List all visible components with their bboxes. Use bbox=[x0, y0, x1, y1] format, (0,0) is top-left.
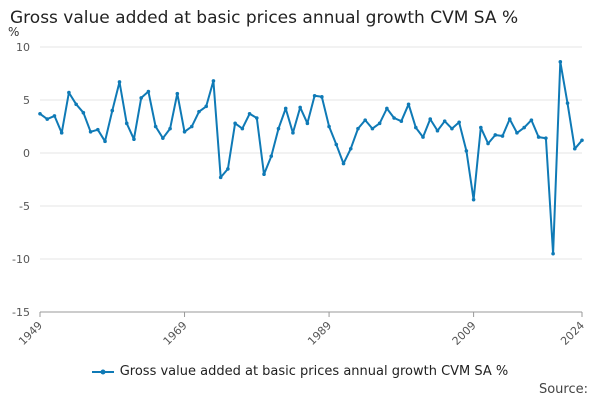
data-point bbox=[247, 111, 252, 116]
data-point bbox=[348, 146, 353, 151]
y-tick-label: 5 bbox=[23, 94, 30, 107]
data-point bbox=[435, 128, 440, 133]
data-point bbox=[515, 131, 519, 135]
data-point bbox=[269, 154, 274, 158]
data-point bbox=[175, 91, 180, 96]
data-point bbox=[81, 110, 86, 115]
y-tick-label: -15 bbox=[12, 306, 30, 319]
data-point bbox=[132, 137, 136, 142]
data-point bbox=[464, 149, 469, 153]
data-point bbox=[479, 125, 483, 130]
data-point bbox=[370, 126, 375, 131]
data-point bbox=[413, 125, 418, 130]
legend-swatch-icon bbox=[91, 369, 114, 374]
data-point bbox=[182, 130, 187, 134]
legend-dot bbox=[100, 369, 106, 374]
data-point bbox=[442, 119, 447, 123]
data-point bbox=[197, 109, 201, 114]
data-point bbox=[334, 142, 339, 147]
data-point bbox=[161, 136, 165, 140]
data-point bbox=[385, 106, 389, 111]
data-point bbox=[96, 127, 100, 132]
data-point bbox=[211, 79, 216, 83]
data-point bbox=[146, 89, 151, 94]
y-axis-unit-label: % bbox=[8, 25, 19, 39]
x-tick-label: 2024 bbox=[558, 319, 587, 348]
data-point bbox=[52, 114, 57, 118]
data-point bbox=[74, 102, 78, 107]
axes: -15 -10 -5 0 5 10 1949 1969 1989 2009 2024 bbox=[12, 41, 587, 348]
data-point bbox=[139, 96, 143, 100]
data-point bbox=[544, 136, 548, 140]
data-point bbox=[450, 126, 454, 131]
data-point bbox=[110, 108, 115, 113]
data-point bbox=[507, 117, 512, 121]
y-tick-label: -10 bbox=[12, 253, 30, 266]
y-tick-label: 0 bbox=[23, 147, 30, 160]
x-tick-label: 1969 bbox=[161, 319, 190, 348]
data-point bbox=[240, 126, 245, 131]
data-point bbox=[233, 121, 237, 126]
data-point bbox=[486, 141, 490, 146]
data-point bbox=[377, 121, 382, 126]
data-point bbox=[363, 118, 368, 122]
data-point bbox=[399, 119, 404, 123]
data-point bbox=[305, 121, 310, 126]
y-tick-label: -5 bbox=[19, 200, 30, 213]
y-tick-label: 10 bbox=[16, 41, 30, 54]
data-point bbox=[67, 90, 71, 95]
source-label: Source: bbox=[538, 382, 588, 397]
data-point bbox=[283, 106, 288, 111]
data-point bbox=[493, 133, 498, 137]
data-point bbox=[153, 124, 158, 129]
data-point bbox=[189, 124, 194, 129]
data-point bbox=[320, 95, 324, 99]
data-point bbox=[218, 175, 223, 180]
data-point bbox=[45, 117, 50, 121]
data-point bbox=[291, 131, 295, 135]
data-point bbox=[276, 126, 281, 131]
data-point bbox=[471, 197, 476, 202]
data-point bbox=[428, 117, 433, 121]
data-point bbox=[254, 116, 259, 120]
series-line bbox=[39, 60, 583, 255]
legend: Gross value added at basic prices annual… bbox=[0, 364, 600, 379]
data-point bbox=[421, 135, 425, 139]
data-point bbox=[558, 60, 563, 64]
data-point bbox=[522, 125, 526, 130]
data-point bbox=[406, 102, 411, 107]
chart-title: Gross value added at basic prices annual… bbox=[10, 8, 519, 28]
data-point bbox=[298, 105, 302, 110]
data-point bbox=[204, 104, 209, 109]
data-point bbox=[88, 130, 93, 134]
series-layer bbox=[38, 60, 584, 256]
data-point bbox=[529, 118, 534, 122]
data-point bbox=[580, 138, 584, 143]
data-point bbox=[124, 121, 129, 126]
data-point bbox=[117, 80, 122, 84]
data-point bbox=[356, 126, 360, 131]
data-point bbox=[327, 124, 331, 129]
x-tick-label: 1989 bbox=[305, 319, 334, 348]
data-point bbox=[312, 93, 317, 98]
data-point bbox=[457, 120, 461, 125]
data-point bbox=[500, 134, 505, 138]
x-tick-label: 1949 bbox=[16, 319, 45, 348]
data-point bbox=[551, 251, 555, 256]
data-point bbox=[536, 135, 541, 139]
data-point bbox=[103, 139, 107, 144]
data-point bbox=[168, 126, 172, 131]
data-point bbox=[38, 111, 42, 116]
legend-label: Gross value added at basic prices annual… bbox=[119, 364, 509, 379]
data-point bbox=[565, 101, 570, 105]
x-tick-label: 2009 bbox=[450, 319, 479, 348]
data-point bbox=[59, 131, 64, 135]
data-point bbox=[572, 146, 577, 151]
data-point bbox=[226, 167, 230, 171]
data-point bbox=[341, 161, 346, 166]
data-point bbox=[262, 172, 266, 176]
data-point bbox=[392, 116, 396, 120]
